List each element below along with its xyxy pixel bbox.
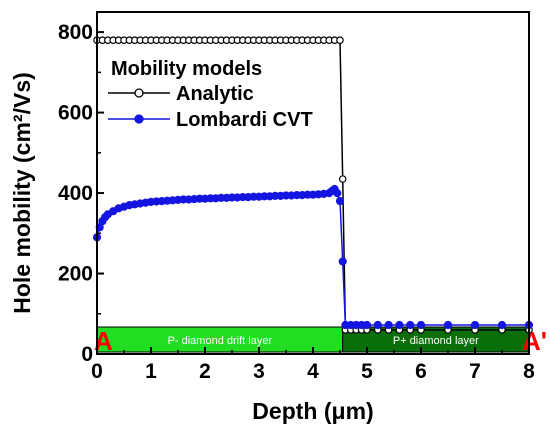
- y-tick-label-1: 200: [58, 263, 93, 286]
- point-label-0: A: [94, 326, 113, 356]
- layer-band-1: [342, 326, 530, 353]
- legend-entries: Analytic Lombardi CVT: [108, 83, 313, 131]
- series-0-point-46: [338, 175, 347, 183]
- series-1-point-49: [335, 197, 345, 206]
- series-1-point-63: [497, 320, 507, 330]
- x-tick-label-6: 6: [415, 360, 427, 383]
- series-1-point-58: [395, 320, 404, 330]
- layer-band-label-0: P- diamond drift layer: [168, 335, 273, 347]
- legend: Mobility models Analytic Lombardi CVT: [108, 58, 313, 131]
- series-layer: [92, 36, 534, 334]
- series-0-point-45: [336, 36, 344, 45]
- series-1-point-48: [333, 189, 342, 198]
- legend-title: Mobility models: [111, 58, 262, 80]
- x-axis-title: Depth (μm): [252, 398, 373, 424]
- layer-band-label-1: P+ diamond layer: [393, 335, 479, 347]
- legend-marker-1: [134, 114, 144, 124]
- legend-marker-0: [134, 88, 144, 98]
- series-line-1: [96, 187, 529, 326]
- series-1-point-59: [406, 320, 415, 330]
- series-1-point-60: [416, 320, 426, 330]
- series-1-point-57: [384, 320, 393, 330]
- x-tick-label-1: 1: [145, 360, 157, 383]
- layer-band-0: [96, 326, 344, 353]
- y-tick-label-2: 400: [58, 182, 93, 205]
- x-tick-label-8: 8: [523, 360, 535, 383]
- x-tick-label-0: 0: [91, 360, 103, 383]
- x-tick-label-7: 7: [469, 360, 481, 383]
- legend-label-0: Analytic: [176, 83, 254, 105]
- x-tick-label-4: 4: [307, 360, 319, 383]
- series-line-0: [97, 39, 529, 331]
- y-axis-title: Hole mobility (cm²/Vs): [9, 72, 35, 314]
- y-tick-label-3: 600: [58, 102, 93, 125]
- y-tick-label-0: 0: [81, 343, 93, 366]
- series-1-point-56: [373, 320, 382, 330]
- x-tick-label-5: 5: [361, 360, 373, 383]
- axis-ticks: 0 1 2 3 4 5 6 7 8 0 200 400 600 800: [58, 21, 535, 383]
- y-tick-label-4: 800: [58, 21, 93, 44]
- x-tick-label-3: 3: [253, 360, 265, 383]
- series-1-point-61: [443, 320, 453, 330]
- x-tick-label-2: 2: [199, 360, 211, 383]
- series-1-point-62: [470, 320, 480, 330]
- legend-label-1: Lombardi CVT: [176, 109, 313, 131]
- series-1-point-55: [362, 320, 372, 330]
- series-1-point-50: [338, 257, 347, 266]
